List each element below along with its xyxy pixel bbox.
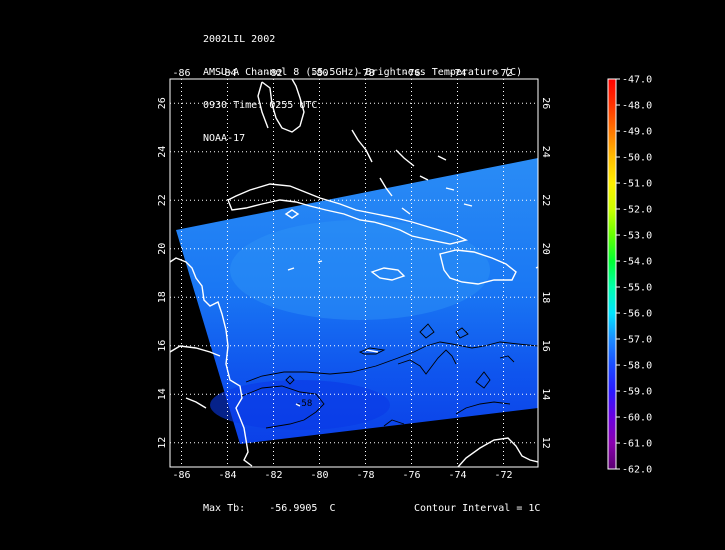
lon-label-top: -76	[402, 68, 420, 79]
lon-label-top: -84	[218, 68, 236, 79]
central-america-coast	[170, 257, 253, 467]
lon-label-bottom: -78	[356, 470, 374, 481]
lon-label-bottom: -74	[448, 470, 466, 481]
data-swath	[176, 158, 538, 444]
lat-label-right: 20	[540, 243, 551, 255]
colorbar-label: -48.0	[622, 101, 652, 112]
lon-label-top: -80	[310, 68, 328, 79]
colorbar-label: -61.0	[622, 439, 652, 450]
lat-label-right: 16	[540, 340, 551, 352]
lon-label-top: -78	[356, 68, 374, 79]
jamaica-coast	[370, 267, 406, 281]
colorbar-gradient	[607, 78, 617, 470]
colorbar-label: -55.0	[622, 283, 652, 294]
colorbar-label: -60.0	[622, 413, 652, 424]
lat-label-right: 14	[540, 388, 551, 400]
lon-label-top: -86	[172, 68, 190, 79]
colorbar-label: -57.0	[622, 335, 652, 346]
lat-label-right: 24	[540, 146, 551, 158]
satellite-name: NOAA-17	[203, 133, 246, 144]
colorbar-label: -54.0	[622, 257, 652, 268]
lat-label-left: 24	[157, 146, 168, 158]
lat-label-left: 20	[157, 243, 168, 255]
max-tb-readout: Max Tb: -56.9905 C	[203, 503, 336, 514]
colorbar-label: -51.0	[622, 179, 652, 190]
colorbar-label: -49.0	[622, 127, 652, 138]
lat-lon-grid	[170, 79, 538, 467]
observation-time: 0930 Time: 0255 UTC	[203, 100, 318, 111]
florida-coast	[261, 79, 305, 133]
lon-label-top: -72	[494, 68, 512, 79]
coastlines	[170, 79, 538, 467]
cuba-coast	[227, 183, 469, 245]
puerto-rico-coast	[535, 266, 538, 269]
lat-label-right: 22	[540, 194, 551, 206]
lat-label-right: 18	[540, 291, 551, 303]
lon-label-bottom: -76	[402, 470, 420, 481]
lon-label-bottom: -82	[264, 470, 282, 481]
sensor-channel-title: AMSU-A Channel 8 (55.5GHz) Brightness Te…	[203, 67, 523, 78]
axis-ticks: -86 -86 -84 -84 -82 -82 -80 -80 -78 -78 -76 -76 -74 -…	[157, 68, 551, 481]
warm-patch	[230, 220, 490, 320]
south-america-coast	[457, 437, 538, 467]
colorbar-label: -50.0	[622, 153, 652, 164]
lat-label-left: 14	[157, 388, 168, 400]
colorbar-label: -52.0	[622, 205, 652, 216]
map-title-block: 2002LIL 2002 AMSU-A Channel 8 (55.5GHz) …	[203, 12, 522, 155]
lon-label-bottom: -86	[172, 470, 190, 481]
colorbar-label: -62.0	[622, 465, 652, 476]
map-frame	[169, 78, 539, 468]
colorbar-label: -59.0	[622, 387, 652, 398]
lat-label-left: 18	[157, 291, 168, 303]
lat-label-left: 26	[157, 97, 168, 109]
lon-label-top: -82	[264, 68, 282, 79]
lon-label-bottom: -80	[310, 470, 328, 481]
lon-label-bottom: -84	[218, 470, 236, 481]
max-tb-value: -56.9905	[269, 503, 318, 514]
contour-interval-text: Contour Interval = 1C	[414, 503, 541, 514]
lat-label-left: 12	[157, 437, 168, 449]
max-tb-unit: C	[329, 503, 336, 514]
cold-patch	[210, 380, 390, 430]
colorbar-label: -56.0	[622, 309, 652, 320]
lon-label-bottom: -72	[494, 470, 512, 481]
colorbar-label: -53.0	[622, 231, 652, 242]
lat-label-left: 22	[157, 194, 168, 206]
colorbar-label: -58.0	[622, 361, 652, 372]
lat-label-left: 16	[157, 340, 168, 352]
lon-label-top: -74	[448, 68, 466, 79]
bahamas-islands	[351, 129, 473, 215]
hispaniola-coast	[439, 249, 517, 285]
lat-label-right: 12	[540, 437, 551, 449]
lat-label-right: 26	[540, 97, 551, 109]
colorbar-label: -47.0	[622, 75, 652, 86]
max-tb-label: Max Tb:	[203, 503, 246, 514]
storm-name-year: 2002LIL 2002	[203, 34, 276, 45]
contour-label: -58	[296, 399, 312, 409]
